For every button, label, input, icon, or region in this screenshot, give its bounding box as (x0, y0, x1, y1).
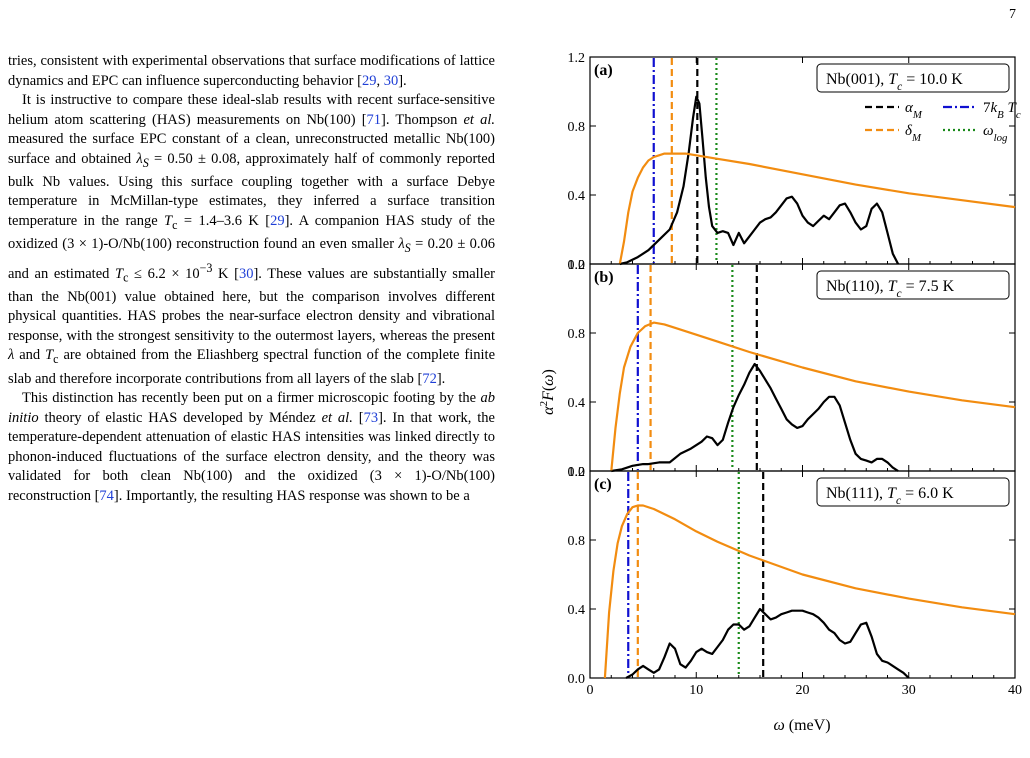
y-tick-label: 0.4 (568, 396, 586, 411)
y-tick-label: 0.0 (568, 465, 586, 480)
surface-label-box (816, 63, 1010, 93)
page-number: 7 (1009, 7, 1016, 22)
text-run: tries, consistent with experimental obse… (8, 53, 495, 89)
legend-label: δM (905, 123, 922, 144)
text-run: ab initio (8, 390, 495, 426)
text-run: theory of elastic HAS developed by Ménde… (38, 409, 322, 426)
legend-label: ωlog (983, 123, 1008, 144)
panel-label: (c) (594, 476, 612, 493)
y-tick-label: 1.2 (568, 465, 586, 480)
text-run: T (114, 265, 124, 282)
y-tick-label: 0.4 (568, 603, 586, 618)
y-tick-label: 0.4 (568, 189, 586, 204)
text-run: et al. (463, 111, 496, 128)
eliashberg-figure: 0.00.40.81.2(a)Nb(001), Tc = 10.0 K0.00.… (538, 51, 1023, 734)
text-run: , (376, 72, 384, 89)
a2f-spectrum-curve (611, 362, 899, 473)
text-run: S (404, 241, 411, 256)
y-axis-label: α2F(ω) (538, 369, 557, 415)
text-run: ]. (436, 370, 446, 387)
legend: αM 7kB Tc δM ωlog (865, 100, 1021, 144)
text-run: c (172, 217, 178, 232)
text-run: ]. (398, 72, 407, 89)
surface-label: Nb(111), Tc = 6.0 K (826, 485, 954, 507)
text-run: c (53, 352, 59, 367)
text-column: tries, consistent with experimental obse… (8, 52, 495, 506)
x-tick-label: 10 (689, 683, 703, 698)
text-run: and (14, 347, 46, 364)
text-run: ≤ 6.2 × 10 (128, 265, 200, 282)
text-run: It is instructive to compare these ideal… (8, 92, 495, 128)
legend-label: αM (905, 100, 923, 121)
x-axis-label: ω (meV) (773, 717, 830, 734)
citation-link[interactable]: 72 (422, 370, 437, 387)
legend-label: 7kB Tc (983, 100, 1021, 121)
figure: 0.0 0.4 0.8 1.2 (a) Nb(001), Tc = 10.0 K 0.0 0.… (535, 40, 1025, 750)
text-run: T (164, 212, 173, 229)
y-tick-label: 0.8 (568, 120, 586, 135)
text-run: measured the surface EPC constant of a c… (8, 131, 495, 167)
citation-link[interactable]: 73 (363, 409, 379, 426)
text-run: ]. These values are substantially smalle… (8, 265, 495, 344)
paragraph-2: It is instructive to compare these ideal… (8, 91, 495, 389)
surface-label: Nb(001), Tc = 10.0 K (826, 71, 963, 93)
panel-c: 0.0 0.4 0.8 1.2 0 10 20 30 40 (c) Nb(111), Tc = 6.… (568, 465, 1023, 698)
paragraph-3: This distinction has recently been put o… (8, 389, 495, 506)
text-run: are obtained from the Eliashberg spectra… (8, 347, 496, 387)
text-run: ]. In that work, the temperature-depende… (8, 409, 495, 504)
text-run: λ (398, 236, 405, 253)
panel-label: (b) (594, 269, 614, 286)
text-run: ]. Thompson (381, 111, 464, 128)
text-run: c (123, 270, 129, 285)
text-run: [ (352, 409, 364, 426)
panel-b: 0.0 0.4 0.8 1.2 (b) Nb(110), Tc = 7.5 K (568, 258, 1016, 480)
y-tick-label: 0.0 (568, 258, 586, 273)
text-run: S (142, 155, 149, 170)
citation-link[interactable]: 30 (383, 72, 399, 89)
text-run: T (45, 347, 54, 364)
text-run: = 0.50 ± 0.08, approximately half of com… (8, 150, 495, 229)
paragraph-1: tries, consistent with experimental obse… (8, 52, 495, 91)
text-run: = 1.4–3.6 K [ (177, 212, 271, 229)
delta-curve (618, 152, 1016, 265)
x-tick-label: 30 (902, 683, 916, 698)
text-run: K [ (212, 265, 239, 282)
surface-label-box (816, 477, 1010, 507)
text-run: This distinction has recently been put o… (22, 390, 481, 407)
panel-a: 0.0 0.4 0.8 1.2 (a) Nb(001), Tc = 10.0 K (568, 51, 1016, 273)
a2f-spectrum-curve (625, 607, 910, 679)
text-run: = 0.20 ± 0.06 and an estimated (8, 236, 496, 282)
y-tick-label: 1.2 (568, 258, 586, 273)
citation-link[interactable]: 71 (366, 111, 382, 128)
text-run: −3 (199, 260, 213, 275)
x-tick-label: 20 (796, 683, 810, 698)
text-run: et al. (321, 409, 353, 426)
y-tick-label: 0.8 (568, 534, 586, 549)
x-tick-label: 0 (587, 683, 594, 698)
text-run: ]. Importantly, the resulting HAS respon… (113, 487, 470, 504)
citation-link[interactable]: 30 (238, 265, 254, 282)
y-tick-label: 0.0 (568, 672, 586, 687)
x-tick-label: 40 (1008, 683, 1022, 698)
y-tick-label: 0.8 (568, 327, 586, 342)
text-run: ]. A companion HAS study of the oxidized… (8, 212, 495, 253)
delta-curve (603, 504, 1016, 679)
surface-label: Nb(110), Tc = 7.5 K (826, 278, 955, 300)
surface-label-box (816, 270, 1010, 300)
a2f-spectrum-curve (619, 95, 900, 266)
citation-link[interactable]: 29 (270, 212, 285, 229)
citation-link[interactable]: 29 (361, 72, 377, 89)
delta-curve (610, 321, 1016, 472)
text-run: λ (8, 347, 15, 364)
citation-link[interactable]: 74 (99, 487, 114, 504)
y-tick-label: 1.2 (568, 51, 586, 66)
panel-label: (a) (594, 62, 613, 79)
text-run: λ (136, 150, 143, 167)
